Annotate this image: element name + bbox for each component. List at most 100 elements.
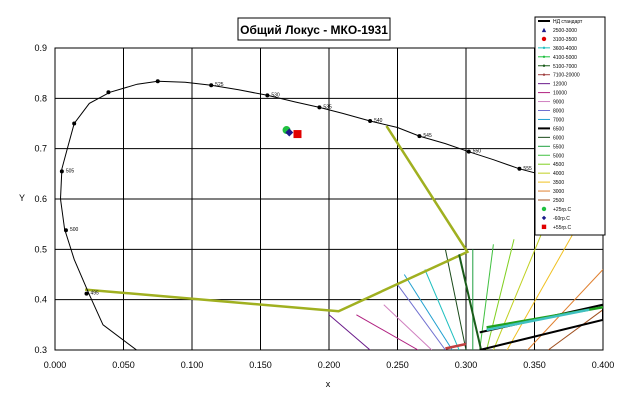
isotherm-line xyxy=(383,304,433,350)
legend-item: 12000 xyxy=(538,82,567,88)
y-tick-labels: 0.3 0.4 0.5 0.6 0.7 0.8 0.9 xyxy=(34,43,47,355)
locus-point xyxy=(517,166,522,171)
legend-item: 3500 xyxy=(538,180,564,186)
wavelength-label: 535 xyxy=(323,104,332,110)
legend-label: НД стандарт xyxy=(553,19,583,25)
y-tick-label: 0.3 xyxy=(34,345,47,355)
x-tick-label: 0.350 xyxy=(523,360,546,370)
isotherm-line xyxy=(527,269,603,350)
legend-frame xyxy=(534,16,606,236)
legend-swatch-marker xyxy=(541,215,547,221)
legend-item: +25гр.С xyxy=(541,206,571,213)
legend-item: 2500 xyxy=(538,198,564,204)
x-tick-label: 0.300 xyxy=(455,360,478,370)
legend-label: +25гр.С xyxy=(553,207,571,213)
isotherm-line xyxy=(506,228,577,350)
legend-item: 9000 xyxy=(538,100,564,106)
plot-lines xyxy=(59,80,603,350)
temperature-marker xyxy=(293,130,302,139)
wavelength-label: 555 xyxy=(523,166,532,172)
measurement-cluster xyxy=(486,308,590,332)
y-tick-label: 0.7 xyxy=(34,144,47,154)
wavelength-label: 500 xyxy=(70,227,79,233)
y-tick-label: 0.4 xyxy=(34,295,47,305)
legend-item: 8000 xyxy=(538,109,564,115)
locus-point xyxy=(63,228,68,233)
spectral-locus-curve xyxy=(59,80,603,350)
locus-point xyxy=(368,118,373,123)
legend-item: -60гр.С xyxy=(541,215,570,222)
legend-label: +55гр.С xyxy=(553,225,571,231)
wavelength-label: 540 xyxy=(374,118,383,124)
legend-label: 3100-3500 xyxy=(553,37,577,43)
isotherm-line xyxy=(444,249,467,350)
isotherm-line xyxy=(328,314,371,350)
y-tick-label: 0.6 xyxy=(34,194,47,204)
locus-point xyxy=(265,93,270,98)
y-tick-label: 0.5 xyxy=(34,244,47,254)
legend-item: 5100-7000 xyxy=(538,64,577,70)
legend-label: 5500 xyxy=(553,144,564,150)
x-tick-label: 0.000 xyxy=(44,360,67,370)
legend-label: 10000 xyxy=(553,91,567,97)
x-axis-label: x xyxy=(326,379,331,389)
isotherm-line xyxy=(356,314,419,350)
locus-point xyxy=(106,90,111,95)
isotherm-line xyxy=(403,274,453,350)
legend-item: 4100-5000 xyxy=(538,55,577,61)
legend-label: 9000 xyxy=(553,100,564,106)
legend-label: 2500 xyxy=(553,198,564,204)
legend-item: 6000 xyxy=(538,135,564,141)
legend-label: 2500-3000 xyxy=(553,28,577,34)
locus-point xyxy=(417,134,422,139)
legend-label: 7100-20000 xyxy=(553,73,580,79)
legend-swatch-marker xyxy=(541,224,547,230)
isotherm-line xyxy=(424,269,460,350)
legend-label: -60гр.С xyxy=(553,216,570,222)
x-tick-label: 0.250 xyxy=(386,360,409,370)
legend-item: 7100-20000 xyxy=(538,73,580,79)
wavelength-label: 525 xyxy=(215,82,224,88)
x-tick-label: 0.100 xyxy=(181,360,204,370)
legend-item: 7000 xyxy=(538,117,564,123)
legend-swatch-marker xyxy=(541,206,547,212)
legend-item: 4000 xyxy=(538,171,564,177)
chart-title: Общий Локус - МКО-1931 xyxy=(240,23,388,37)
isotherm-line xyxy=(547,309,603,350)
legend-label: 12000 xyxy=(553,82,567,88)
legend-item: 3100-3500 xyxy=(541,36,577,43)
legend-swatch-marker xyxy=(541,27,547,33)
legend-item: 10000 xyxy=(538,91,567,97)
x-tick-label: 0.050 xyxy=(112,360,135,370)
plot-marks: 495 500 505 525 530 535 540 545 550 555 xyxy=(59,79,532,297)
x-tick-labels: 0.000 0.050 0.100 0.150 0.200 0.250 0.300 0.350… xyxy=(44,360,615,370)
legend-label: 6500 xyxy=(553,126,564,132)
wavelength-label: 505 xyxy=(66,168,75,174)
temperature-marker xyxy=(285,128,294,137)
legend-swatch-mark xyxy=(542,55,546,58)
isotherm-line xyxy=(397,284,446,350)
locus-point xyxy=(155,79,160,84)
legend-label: 3000 xyxy=(553,189,564,195)
x-tick-label: 0.400 xyxy=(592,360,615,370)
legend-label: 3500 xyxy=(553,180,564,186)
legend-item: 3000 xyxy=(538,189,564,195)
legend-item: 2500-3000 xyxy=(541,27,577,34)
wavelength-label: 545 xyxy=(423,133,432,139)
wavelength-label: 530 xyxy=(271,92,280,98)
x-tick-label: 0.200 xyxy=(318,360,341,370)
legend-label: 5000 xyxy=(553,153,564,159)
legend-item: +55гр.С xyxy=(541,224,571,231)
measurement-cluster xyxy=(445,342,467,350)
title-frame xyxy=(237,17,391,41)
legend-swatch-mark xyxy=(542,73,546,76)
legend-item: НД стандарт xyxy=(538,19,583,25)
tolerance-polygon xyxy=(84,125,470,313)
legend-swatch-marker xyxy=(541,36,547,42)
x-tick-label: 0.150 xyxy=(249,360,272,370)
legend-label: 4000 xyxy=(553,171,564,177)
legend-item: 3600-4000 xyxy=(538,46,577,52)
y-tick-label: 0.9 xyxy=(34,43,47,53)
legend-label: 5100-7000 xyxy=(553,64,577,70)
isotherm-line xyxy=(492,234,542,350)
